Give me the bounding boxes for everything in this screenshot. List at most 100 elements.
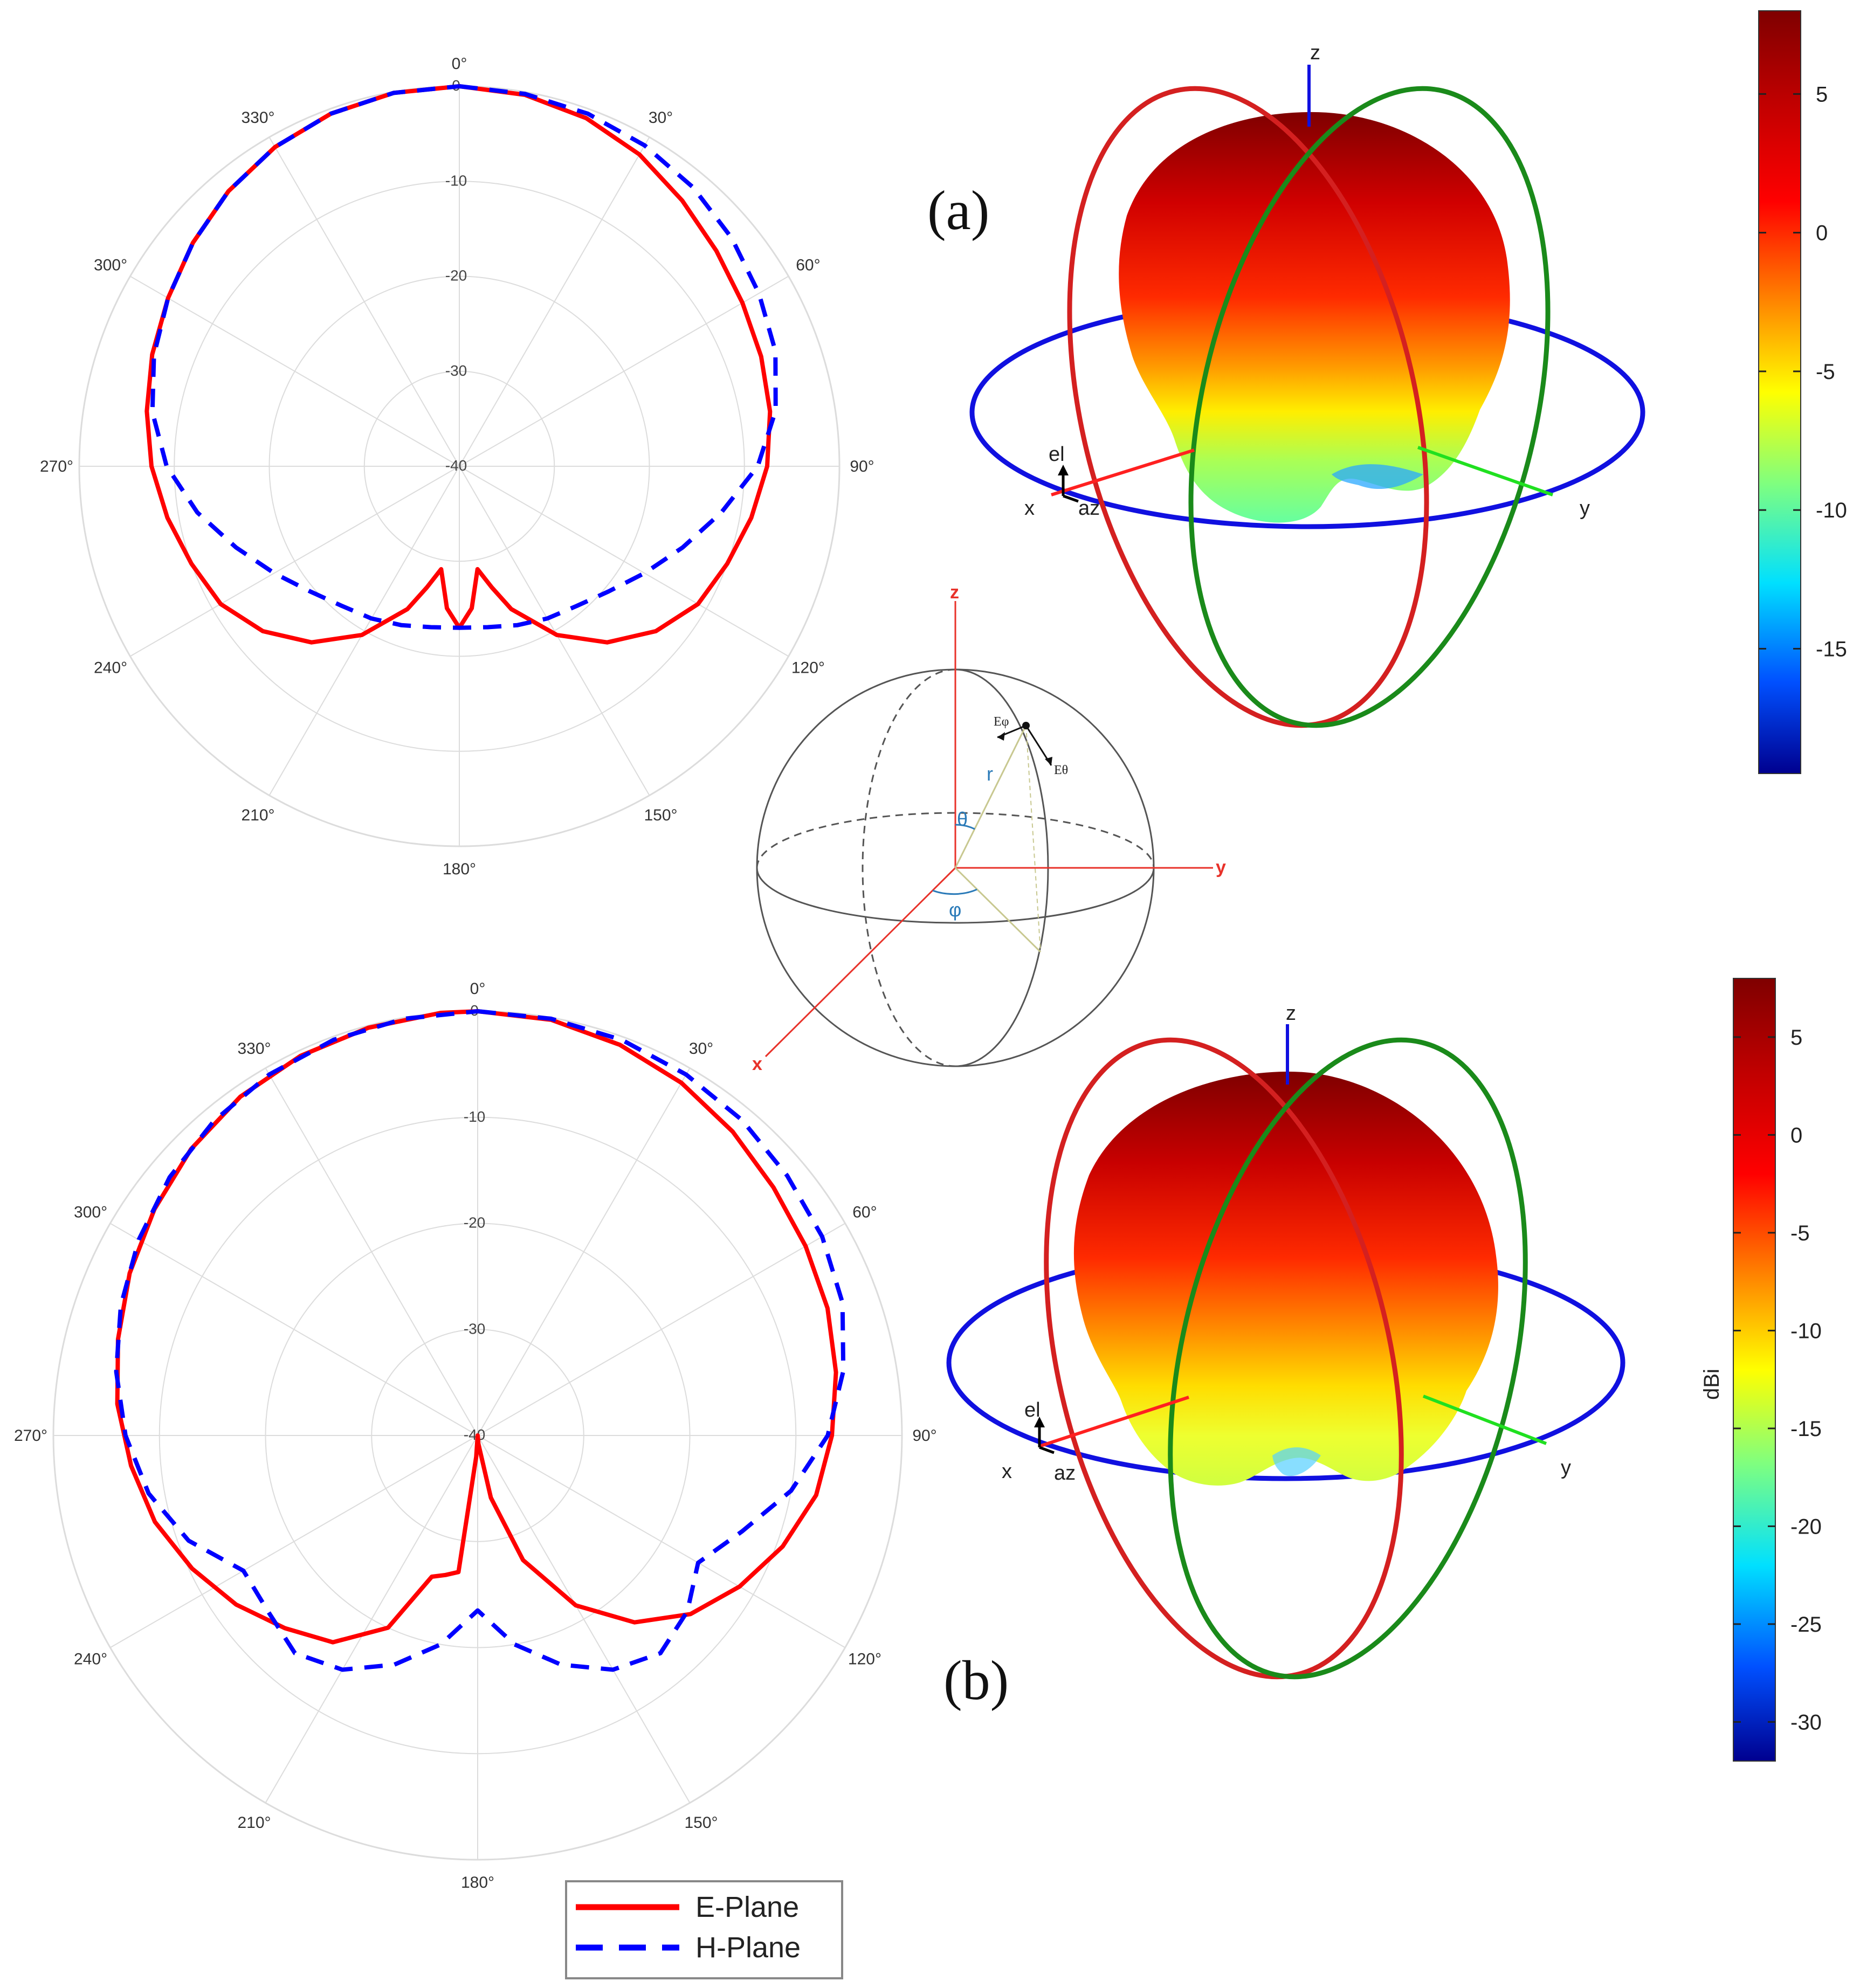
polar-grid-spoke (459, 275, 789, 467)
polar-angle-tick: 60° (852, 1204, 877, 1221)
polar-grid-spoke (265, 1435, 478, 1804)
colorbar-tick-label: -15 (1816, 637, 1847, 661)
polar-radius-labels: 0-10-20-30-40 (464, 1002, 485, 1443)
ring-yz (1188, 86, 1551, 728)
axis-y (1422, 1395, 1547, 1445)
polar-angle-tick: 90° (850, 458, 874, 475)
polar-grid (78, 85, 841, 847)
panel-label-a: (a) (927, 180, 989, 241)
legend-label-e-plane: E-Plane (695, 1891, 799, 1923)
label-y: y (1561, 1457, 1571, 1479)
polar-angle-tick: 0° (452, 55, 467, 73)
colorbar-gradient (1733, 978, 1776, 1762)
polar-chart-b: 0° 30° 60° 90° 120° 150° 180° 210° 240° 270° 300° 3… (14, 980, 937, 1892)
az-arrow-icon (1063, 494, 1079, 503)
polar-angle-tick: 120° (848, 1651, 881, 1668)
coord-radius-vector (954, 725, 1027, 868)
colorbar-tick-label: -5 (1816, 360, 1835, 384)
polar-grid-spoke (459, 136, 650, 467)
coord-axis-x (764, 867, 956, 1058)
colorbar-label: dBi (1700, 1369, 1724, 1400)
polar-angle-tick: 120° (791, 659, 825, 677)
series-e-plane (115, 1009, 838, 1645)
label-el: el (1049, 443, 1065, 466)
label-z: z (1310, 42, 1320, 64)
series-h-plane (114, 1009, 846, 1672)
colorbar-gradient (1758, 10, 1801, 774)
coord-label-e-theta: Eθ (1054, 763, 1068, 777)
el-arrowhead-icon (1034, 1417, 1045, 1427)
polar-radius-tick: -30 (464, 1320, 485, 1337)
coord-equator-back (756, 812, 1155, 868)
az-arrow-icon (1039, 1446, 1055, 1454)
label-el: el (1024, 1399, 1041, 1421)
pattern-3d-a: (a) x y z el az 5 0 -5 -10 -15 (927, 10, 1847, 774)
coord-label-r: r (987, 763, 993, 785)
polar-radius-labels: 0-10-20-30-40 (445, 77, 467, 474)
polar-grid-spoke (265, 1067, 478, 1436)
polar-radius-tick: -40 (464, 1426, 485, 1443)
polar-angle-tick: 270° (40, 458, 73, 475)
coord-label-y: y (1216, 857, 1226, 878)
coord-label-phi: φ (949, 899, 961, 921)
series-h-plane (150, 84, 778, 630)
colorbar-tick-label: 0 (1816, 222, 1828, 245)
polar-angle-tick: 60° (796, 257, 820, 274)
polar-grid-spoke (129, 275, 460, 467)
polar-angle-tick: 180° (443, 860, 476, 878)
coord-label-z: z (950, 582, 959, 603)
polar-grid-spoke (109, 1223, 478, 1436)
colorbar-tick-label: -10 (1790, 1319, 1822, 1343)
radiation-lobe-notch (1332, 464, 1423, 489)
polar-angle-tick: 330° (237, 1040, 271, 1058)
ring-yz (1168, 1037, 1528, 1680)
polar-grid-spoke (129, 466, 460, 657)
colorbar-tick-label: -30 (1790, 1710, 1822, 1734)
polar-angle-tick: 270° (14, 1427, 47, 1445)
colorbar-tick-label: -5 (1790, 1221, 1810, 1245)
colorbar-tick-label: -20 (1790, 1515, 1822, 1538)
polar-radius-tick: -30 (445, 362, 467, 379)
radiation-lobe (1073, 1071, 1498, 1486)
label-az: az (1054, 1462, 1076, 1485)
polar-grid-spoke (477, 1067, 691, 1436)
label-az: az (1078, 497, 1100, 520)
polar-angle-tick: 300° (94, 257, 127, 274)
polar-angle-tick: 150° (684, 1814, 718, 1832)
legend-label-h-plane: H-Plane (695, 1931, 801, 1964)
polar-grid-spoke (459, 466, 650, 796)
polar-chart-a: 0° 30° 60° 90° 120° 150° 180° 210° 240° 270° 300° 3… (40, 55, 874, 878)
axis-x (1039, 1396, 1189, 1448)
polar-angle-labels: 0° 30° 60° 90° 120° 150° 180° 210° 240° 270° 300° 3… (14, 980, 937, 1892)
theta-arc (955, 824, 975, 830)
e-phi-arrowhead-icon (997, 732, 1005, 741)
colorbar-tick-label: -25 (1790, 1613, 1822, 1637)
polar-radius-tick: -20 (464, 1214, 485, 1231)
polar-grid-spoke (109, 1435, 478, 1648)
phi-arc (932, 888, 977, 895)
polar-grid-spoke (268, 136, 460, 467)
polar-grid-spoke (268, 466, 460, 796)
colorbar-tick-label: 0 (1790, 1123, 1802, 1147)
legend-box (565, 1880, 843, 1979)
radiation-lobe (1119, 112, 1510, 523)
el-arrowhead-icon (1058, 465, 1069, 475)
polar-grid-spoke (459, 466, 789, 657)
panel-label-b: (b) (943, 1649, 1009, 1711)
coord-drop-line (1025, 725, 1041, 952)
label-z: z (1286, 1002, 1296, 1025)
colorbar-tick-label: 5 (1790, 1026, 1802, 1050)
polar-radius-tick: -40 (445, 457, 467, 474)
polar-radius-tick: -10 (464, 1108, 485, 1125)
polar-series (114, 1009, 846, 1672)
polar-angle-tick: 210° (241, 806, 274, 824)
polar-angle-tick: 210° (237, 1814, 271, 1832)
colorbar-tick-label: 5 (1816, 82, 1828, 106)
polar-angle-tick: 90° (912, 1427, 936, 1445)
axis-x (1051, 448, 1195, 496)
colorbar-tick-label: -15 (1790, 1417, 1822, 1441)
coord-projection (954, 867, 1042, 953)
colorbar-a: 5 0 -5 -10 -15 (1758, 10, 1847, 774)
label-x: x (1024, 497, 1035, 520)
